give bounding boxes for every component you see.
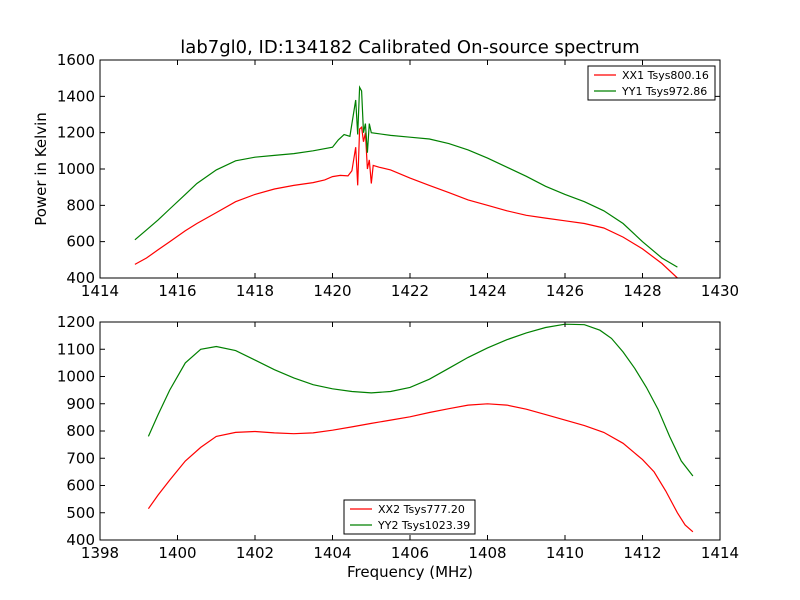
y-tick-label: 900 <box>66 395 95 413</box>
legend: XX1 Tsys800.16 YY1 Tsys972.86 <box>587 65 716 101</box>
y-tick-label: 800 <box>66 422 95 440</box>
series-line-1-2 <box>134 85 678 268</box>
x-tick-label: 1430 <box>701 282 739 300</box>
y-tick-label: 600 <box>66 477 95 495</box>
legend-entry: XX1 Tsys800.16 <box>622 69 709 82</box>
legend-entry: YY1 Tsys972.86 <box>621 85 707 98</box>
x-tick-label: 1408 <box>468 544 506 562</box>
y-tick-label: 800 <box>66 196 95 214</box>
x-axis-label: Frequency (MHz) <box>347 563 473 581</box>
x-tick-label: 1412 <box>623 544 661 562</box>
y-tick-label: 1000 <box>57 160 95 178</box>
y-tick-label: 500 <box>66 504 95 522</box>
y-tick-label: 1000 <box>57 368 95 386</box>
x-tick-label: 1418 <box>236 282 274 300</box>
x-tick-label: 1400 <box>158 544 196 562</box>
y-tick-label: 400 <box>66 531 95 549</box>
y-tick-label: 1200 <box>57 124 95 142</box>
x-tick-label: 1410 <box>546 544 584 562</box>
series-line-2-1 <box>147 403 694 533</box>
y-tick-label: 1100 <box>57 340 95 358</box>
x-tick-label: 1414 <box>701 544 739 562</box>
y-tick-label: 1600 <box>57 51 95 69</box>
y-axis-label: Power in Kelvin <box>32 112 50 226</box>
y-tick-label: 1200 <box>57 313 95 331</box>
series-line-1-1 <box>134 125 678 278</box>
series-line-2-2 <box>147 323 694 477</box>
legend: XX2 Tsys777.20 YY2 Tsys1023.39 <box>343 499 476 535</box>
y-tick-label: 700 <box>66 449 95 467</box>
x-tick-label: 1414 <box>81 282 119 300</box>
top-panel: 1414 1416 1418 1420 1422 1424 1426 1428 1430 400 6… <box>32 51 739 300</box>
x-tick-label: 1426 <box>546 282 584 300</box>
x-tick-label: 1404 <box>313 544 351 562</box>
x-tick-label: 1428 <box>623 282 661 300</box>
legend-entry: YY2 Tsys1023.39 <box>377 519 470 532</box>
y-tick-label: 1400 <box>57 87 95 105</box>
x-tick-label: 1422 <box>391 282 429 300</box>
x-tick-label: 1420 <box>313 282 351 300</box>
y-tick-label: 400 <box>66 269 95 287</box>
legend-entry: XX2 Tsys777.20 <box>378 503 465 516</box>
chart-title: lab7gl0, ID:134182 Calibrated On-source … <box>180 37 639 58</box>
x-tick-label: 1424 <box>468 282 506 300</box>
x-tick-label: 1416 <box>158 282 196 300</box>
x-tick-label: 1406 <box>391 544 429 562</box>
bottom-panel: 1398 1400 1402 1404 1406 1408 1410 1412 1414 400 5… <box>57 313 739 581</box>
x-tick-label: 1398 <box>81 544 119 562</box>
x-tick-label: 1402 <box>236 544 274 562</box>
y-tick-label: 600 <box>66 233 95 251</box>
